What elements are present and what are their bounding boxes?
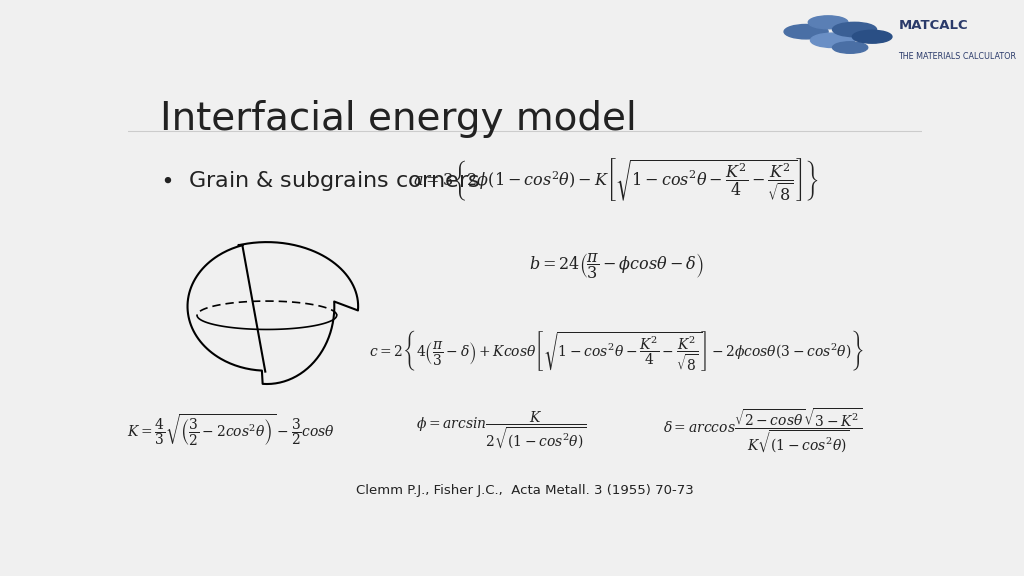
Circle shape	[833, 42, 867, 54]
Circle shape	[811, 33, 854, 48]
Text: MATCALC: MATCALC	[899, 20, 968, 32]
Text: Clemm P.J., Fisher J.C.,  Acta Metall. 3 (1955) 70-73: Clemm P.J., Fisher J.C., Acta Metall. 3 …	[356, 484, 693, 497]
Text: $K = \dfrac{4}{3}\sqrt{\left(\dfrac{3}{2} - 2cos^2\theta\right)} - \dfrac{3}{2}c: $K = \dfrac{4}{3}\sqrt{\left(\dfrac{3}{2…	[127, 413, 335, 448]
Text: $\bullet$  Grain & subgrains corners: $\bullet$ Grain & subgrains corners	[160, 169, 479, 193]
Circle shape	[852, 31, 892, 43]
Text: THE MATERIALS CALCULATOR: THE MATERIALS CALCULATOR	[899, 52, 1017, 60]
Text: $c = 2\left\{4\left(\dfrac{\pi}{3} - \delta\right) + Kcos\theta\left[\sqrt{1-cos: $c = 2\left\{4\left(\dfrac{\pi}{3} - \de…	[369, 328, 863, 373]
Text: $\delta = arccos\dfrac{\sqrt{2-cos\theta}\sqrt{3-K^2}}{K\sqrt{(1-cos^2\theta)}}$: $\delta = arccos\dfrac{\sqrt{2-cos\theta…	[664, 407, 862, 455]
Text: $\phi = arcsin\dfrac{K}{2\sqrt{(1-cos^2\theta)}}$: $\phi = arcsin\dfrac{K}{2\sqrt{(1-cos^2\…	[416, 410, 586, 452]
Text: $a = 3\left\{2\phi(1-cos^2\theta) - K\left[\sqrt{1-cos^2\theta - \dfrac{K^2}{4} : $a = 3\left\{2\phi(1-cos^2\theta) - K\le…	[414, 157, 819, 203]
Text: Interfacial energy model: Interfacial energy model	[160, 100, 637, 138]
Text: $b = 24\left(\dfrac{\pi}{3} - \phi cos\theta - \delta\right)$: $b = 24\left(\dfrac{\pi}{3} - \phi cos\t…	[528, 252, 703, 282]
Circle shape	[784, 24, 828, 39]
Circle shape	[833, 22, 877, 37]
Circle shape	[808, 16, 848, 29]
